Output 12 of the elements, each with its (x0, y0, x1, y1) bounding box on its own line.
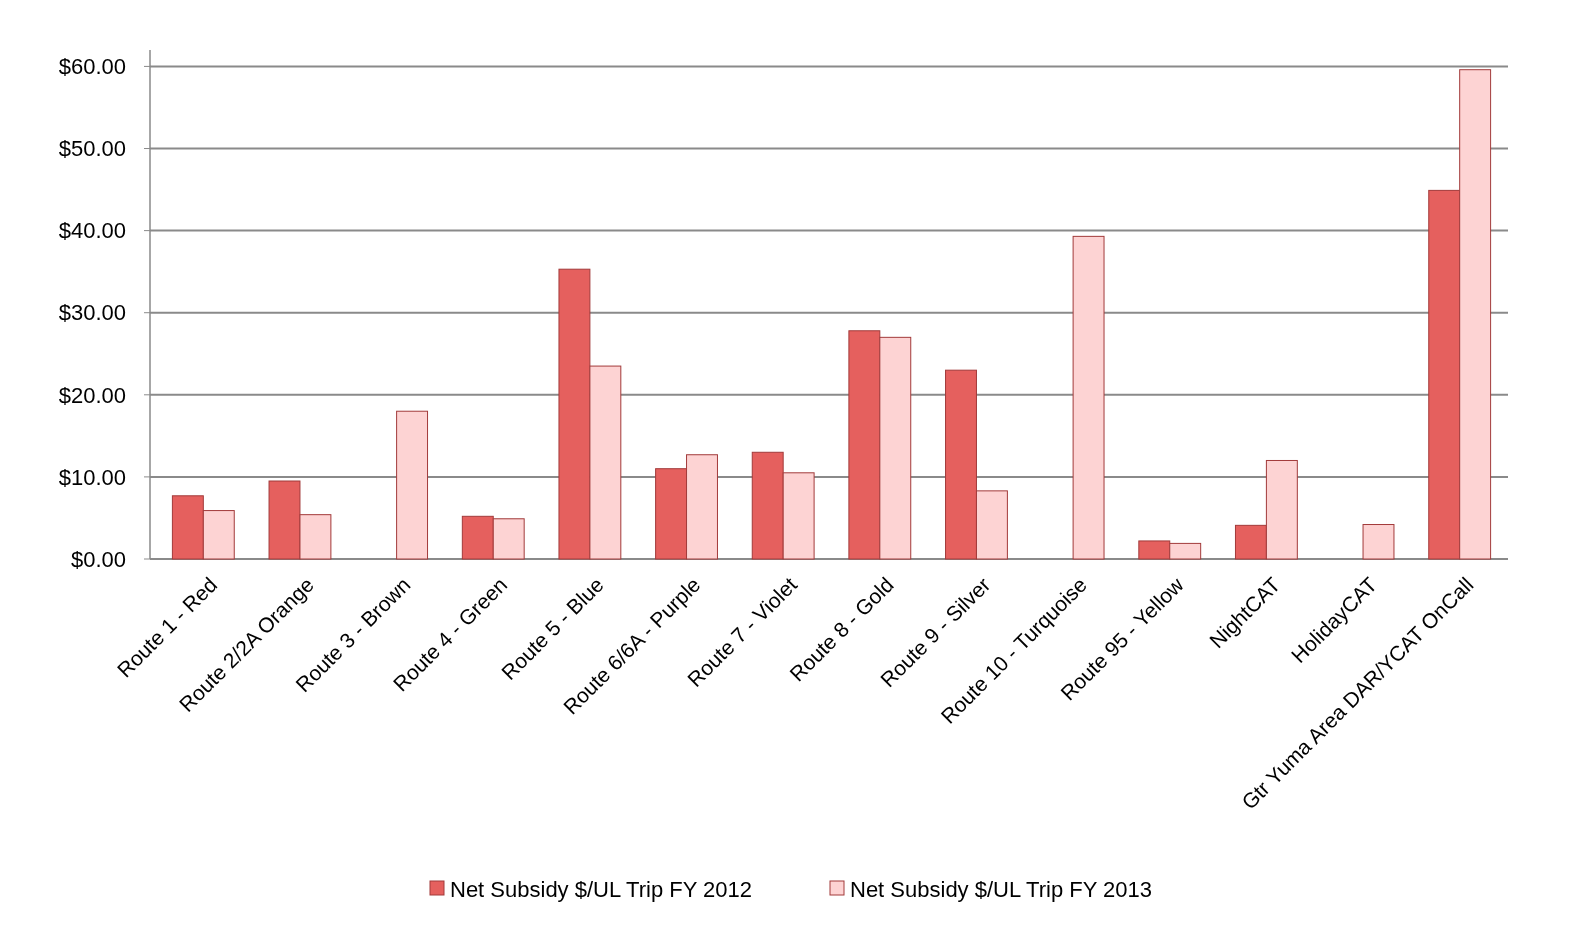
bar (396, 410, 429, 560)
y-tick-label: $40.00 (58, 218, 126, 244)
legend-label: Net Subsidy $/UL Trip FY 2012 (450, 876, 753, 902)
y-tick-label: $50.00 (58, 136, 126, 162)
legend-label: Net Subsidy $/UL Trip FY 2013 (850, 876, 1153, 902)
y-tick-label: $60.00 (58, 54, 126, 80)
y-tick-label: $0.00 (70, 546, 126, 572)
y-tick-label: $10.00 (58, 464, 126, 490)
bar (1362, 524, 1395, 560)
y-tick-label: $30.00 (58, 300, 126, 326)
y-tick-label: $20.00 (58, 382, 126, 408)
bar (1072, 235, 1105, 560)
